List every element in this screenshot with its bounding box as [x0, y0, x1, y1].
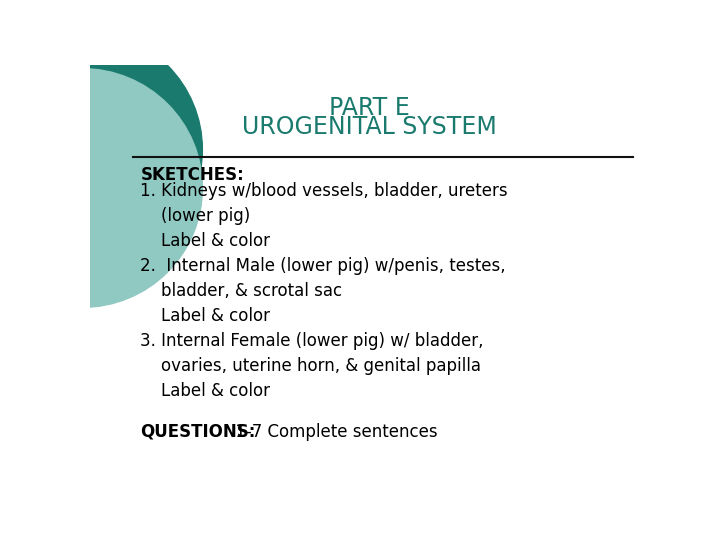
- Text: QUESTIONS:: QUESTIONS:: [140, 423, 256, 441]
- Text: UROGENITAL SYSTEM: UROGENITAL SYSTEM: [242, 115, 496, 139]
- Circle shape: [0, 30, 202, 269]
- Text: PART E: PART E: [328, 96, 410, 119]
- Text: 1-7 Complete sentences: 1-7 Complete sentences: [230, 423, 438, 441]
- Text: 1. Kidneys w/blood vessels, bladder, ureters
    (lower pig)
    Label & color
2: 1. Kidneys w/blood vessels, bladder, ure…: [140, 182, 508, 400]
- Circle shape: [0, 69, 202, 307]
- Text: SKETCHES:: SKETCHES:: [140, 166, 244, 185]
